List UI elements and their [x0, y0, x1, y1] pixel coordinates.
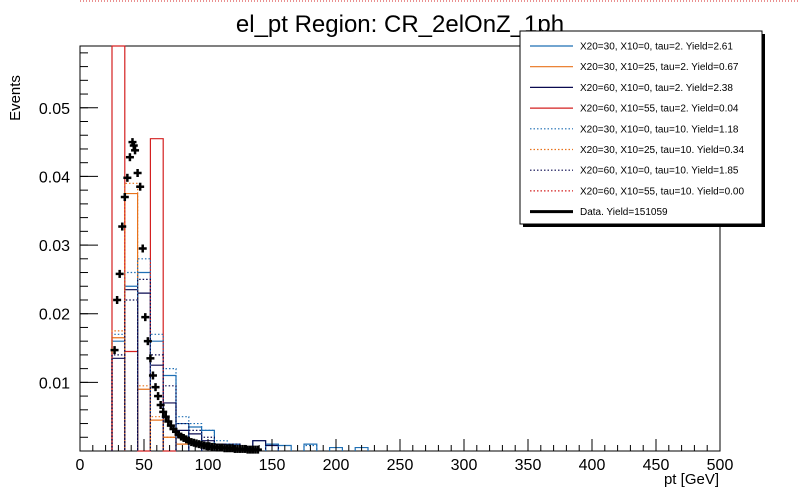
legend-label: X20=30, X10=0, tau=2. Yield=2.61	[580, 42, 733, 53]
x-tick-label: 100	[195, 457, 222, 474]
data-point	[120, 193, 129, 202]
data-point	[253, 445, 262, 454]
legend-label: Data. Yield=151059	[580, 207, 668, 218]
data-point	[123, 173, 132, 182]
y-axis: 0.01 0.02 0.03 0.04 0.05	[39, 52, 98, 452]
legend-entry: X20=60, X10=0, tau=2. Yield=2.38	[530, 83, 733, 94]
legend-label: X20=30, X10=0, tau=10. Yield=1.18	[580, 124, 739, 135]
data-point	[141, 313, 150, 322]
data-point	[146, 354, 155, 363]
data-point	[161, 412, 170, 421]
chart-title: el_pt Region: CR_2elOnZ_1ph	[236, 11, 564, 38]
legend-box	[519, 30, 763, 225]
x-axis: 0 50 100 150 200 250 300 350 400 450 500	[76, 439, 734, 474]
y-axis-title: Events	[7, 75, 24, 121]
legend-label: X20=60, X10=0, tau=10. Yield=1.85	[580, 166, 739, 177]
histogram-series	[111, 258, 318, 451]
data-point	[118, 222, 127, 231]
data-point	[154, 392, 163, 401]
x-tick-label: 250	[387, 457, 414, 474]
y-tick-label: 0.02	[39, 307, 70, 324]
legend-entry: X20=30, X10=0, tau=10. Yield=1.18	[530, 124, 739, 135]
x-tick-label: 150	[259, 457, 286, 474]
legend: X20=30, X10=0, tau=2. Yield=2.61 X20=30, …	[519, 30, 765, 227]
legend-entry: X20=60, X10=55, tau=10. Yield=0.00	[530, 186, 744, 197]
x-tick-label: 0	[76, 457, 85, 474]
x-tick-label: 500	[707, 457, 734, 474]
data-point	[131, 146, 140, 155]
legend-entry: X20=30, X10=25, tau=2. Yield=0.67	[530, 62, 739, 73]
x-tick-label: 300	[451, 457, 478, 474]
series-layer	[111, 45, 369, 452]
data-point	[159, 407, 168, 416]
legend-entry: Data. Yield=151059	[530, 207, 668, 218]
data-point	[156, 401, 165, 410]
legend-entry: X20=30, X10=25, tau=10. Yield=0.34	[530, 145, 744, 156]
legend-entry: X20=30, X10=0, tau=2. Yield=2.61	[530, 42, 733, 53]
legend-entry: X20=60, X10=55, tau=2. Yield=0.04	[530, 104, 739, 115]
data-point	[125, 153, 134, 162]
data-point	[143, 337, 152, 346]
y-tick-label: 0.05	[39, 101, 70, 118]
y-tick-label: 0.04	[39, 169, 70, 186]
x-axis-title: pt [GeV]	[664, 471, 719, 488]
x-tick-label: 400	[579, 457, 606, 474]
data-point	[129, 141, 138, 150]
x-tick-label: 50	[135, 457, 153, 474]
y-tick-label: 0.01	[39, 375, 70, 392]
x-tick-label: 450	[643, 457, 670, 474]
histogram-series	[111, 278, 228, 451]
x-tick-label: 200	[323, 457, 350, 474]
legend-label: X20=60, X10=55, tau=10. Yield=0.00	[580, 186, 744, 197]
legend-entry: X20=60, X10=0, tau=10. Yield=1.85	[530, 166, 739, 177]
y-tick-label: 0.03	[39, 238, 70, 255]
data-point	[148, 371, 157, 380]
data-point	[113, 295, 122, 304]
legend-label: X20=60, X10=55, tau=2. Yield=0.04	[580, 104, 739, 115]
data-point	[138, 244, 147, 253]
data-point	[115, 269, 124, 278]
data-point	[136, 182, 145, 191]
data-point	[151, 383, 160, 392]
legend-label: X20=60, X10=0, tau=2. Yield=2.38	[580, 83, 733, 94]
data-point	[133, 168, 142, 177]
legend-label: X20=30, X10=25, tau=10. Yield=0.34	[580, 145, 744, 156]
legend-label: X20=30, X10=25, tau=2. Yield=0.67	[580, 62, 739, 73]
legend-entries: X20=30, X10=0, tau=2. Yield=2.61 X20=30, …	[530, 42, 744, 218]
data-point	[110, 346, 119, 355]
data-points-layer	[110, 138, 262, 454]
x-tick-label: 350	[515, 457, 542, 474]
data-point	[164, 417, 173, 426]
